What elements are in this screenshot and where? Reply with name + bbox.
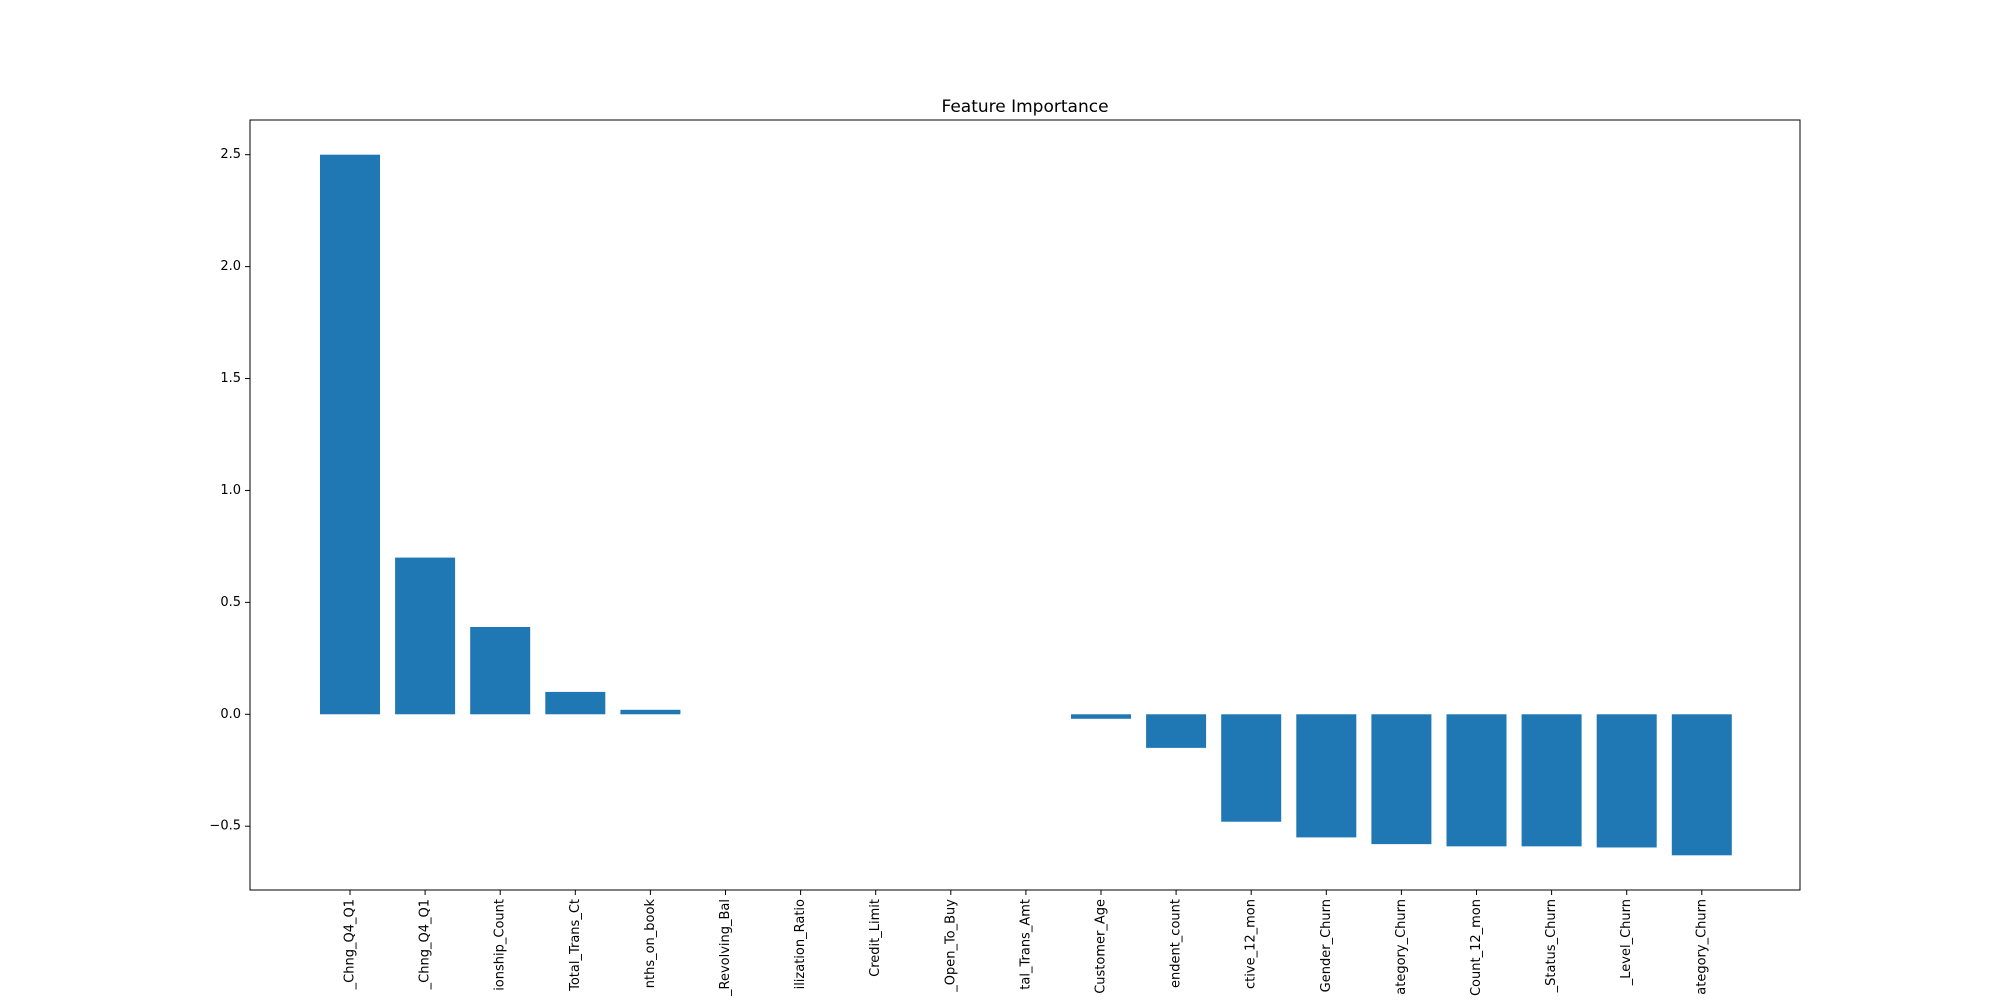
x-tick-label: ategory_Churn <box>1694 899 1709 995</box>
plot-frame <box>249 119 1801 891</box>
bars-layer <box>320 154 1732 856</box>
bar <box>1596 714 1657 848</box>
y-tick-label: 0.0 <box>220 707 241 722</box>
x-tick-label: _Status_Churn <box>1544 899 1559 993</box>
bar <box>1446 714 1507 847</box>
y-axis: −0.5 0.0 0.5 1.0 1.5 2.0 2.5 <box>209 147 250 834</box>
y-tick-label: 1.0 <box>220 483 241 498</box>
bar <box>620 709 681 715</box>
x-tick-label: ategory_Churn <box>1394 899 1409 995</box>
x-tick-label: nths_on_book <box>643 899 658 989</box>
x-tick-label: _Chng_Q4_Q1 <box>343 899 358 990</box>
x-tick-label: _Level_Churn <box>1619 899 1634 986</box>
x-tick-label: Credit_Limit <box>868 899 883 977</box>
x-tick-label: tal_Trans_Amt <box>1018 899 1033 990</box>
bar <box>395 557 456 715</box>
bar <box>1221 714 1282 822</box>
bar <box>1671 714 1732 856</box>
bar <box>1521 714 1582 847</box>
y-tick-label: 0.5 <box>220 595 241 610</box>
bar <box>545 691 606 715</box>
x-tick-label: ionship_Count <box>493 899 508 991</box>
bar <box>1296 714 1357 838</box>
x-tick-label: Total_Trans_Ct <box>568 899 583 992</box>
x-tick-label: _Chng_Q4_Q1 <box>418 899 433 990</box>
x-tick-label: _Revolving_Bal <box>718 899 733 997</box>
bar <box>1146 714 1207 748</box>
x-tick-label: Count_12_mon <box>1469 899 1484 996</box>
bar <box>320 154 380 715</box>
bar <box>1071 714 1131 719</box>
x-tick-label: ilization_Ratio <box>793 899 808 989</box>
y-tick-label: −0.5 <box>209 819 241 834</box>
x-axis: _Chng_Q4_Q1 _Chng_Q4_Q1 ionship_Count Total… <box>343 890 1709 997</box>
y-tick-label: 1.5 <box>220 371 241 386</box>
x-tick-label: ctive_12_mon <box>1244 899 1259 989</box>
bar <box>1371 714 1432 845</box>
y-tick-label: 2.0 <box>220 259 241 274</box>
bar <box>470 626 531 715</box>
x-tick-label: Customer_Age <box>1094 899 1109 994</box>
x-tick-label: Gender_Churn <box>1319 899 1334 992</box>
chart-title: Feature Importance <box>941 97 1108 117</box>
x-tick-label: endent_count <box>1169 899 1184 988</box>
x-tick-label: _Open_To_Buy <box>943 899 958 993</box>
y-tick-label: 2.5 <box>220 147 241 162</box>
